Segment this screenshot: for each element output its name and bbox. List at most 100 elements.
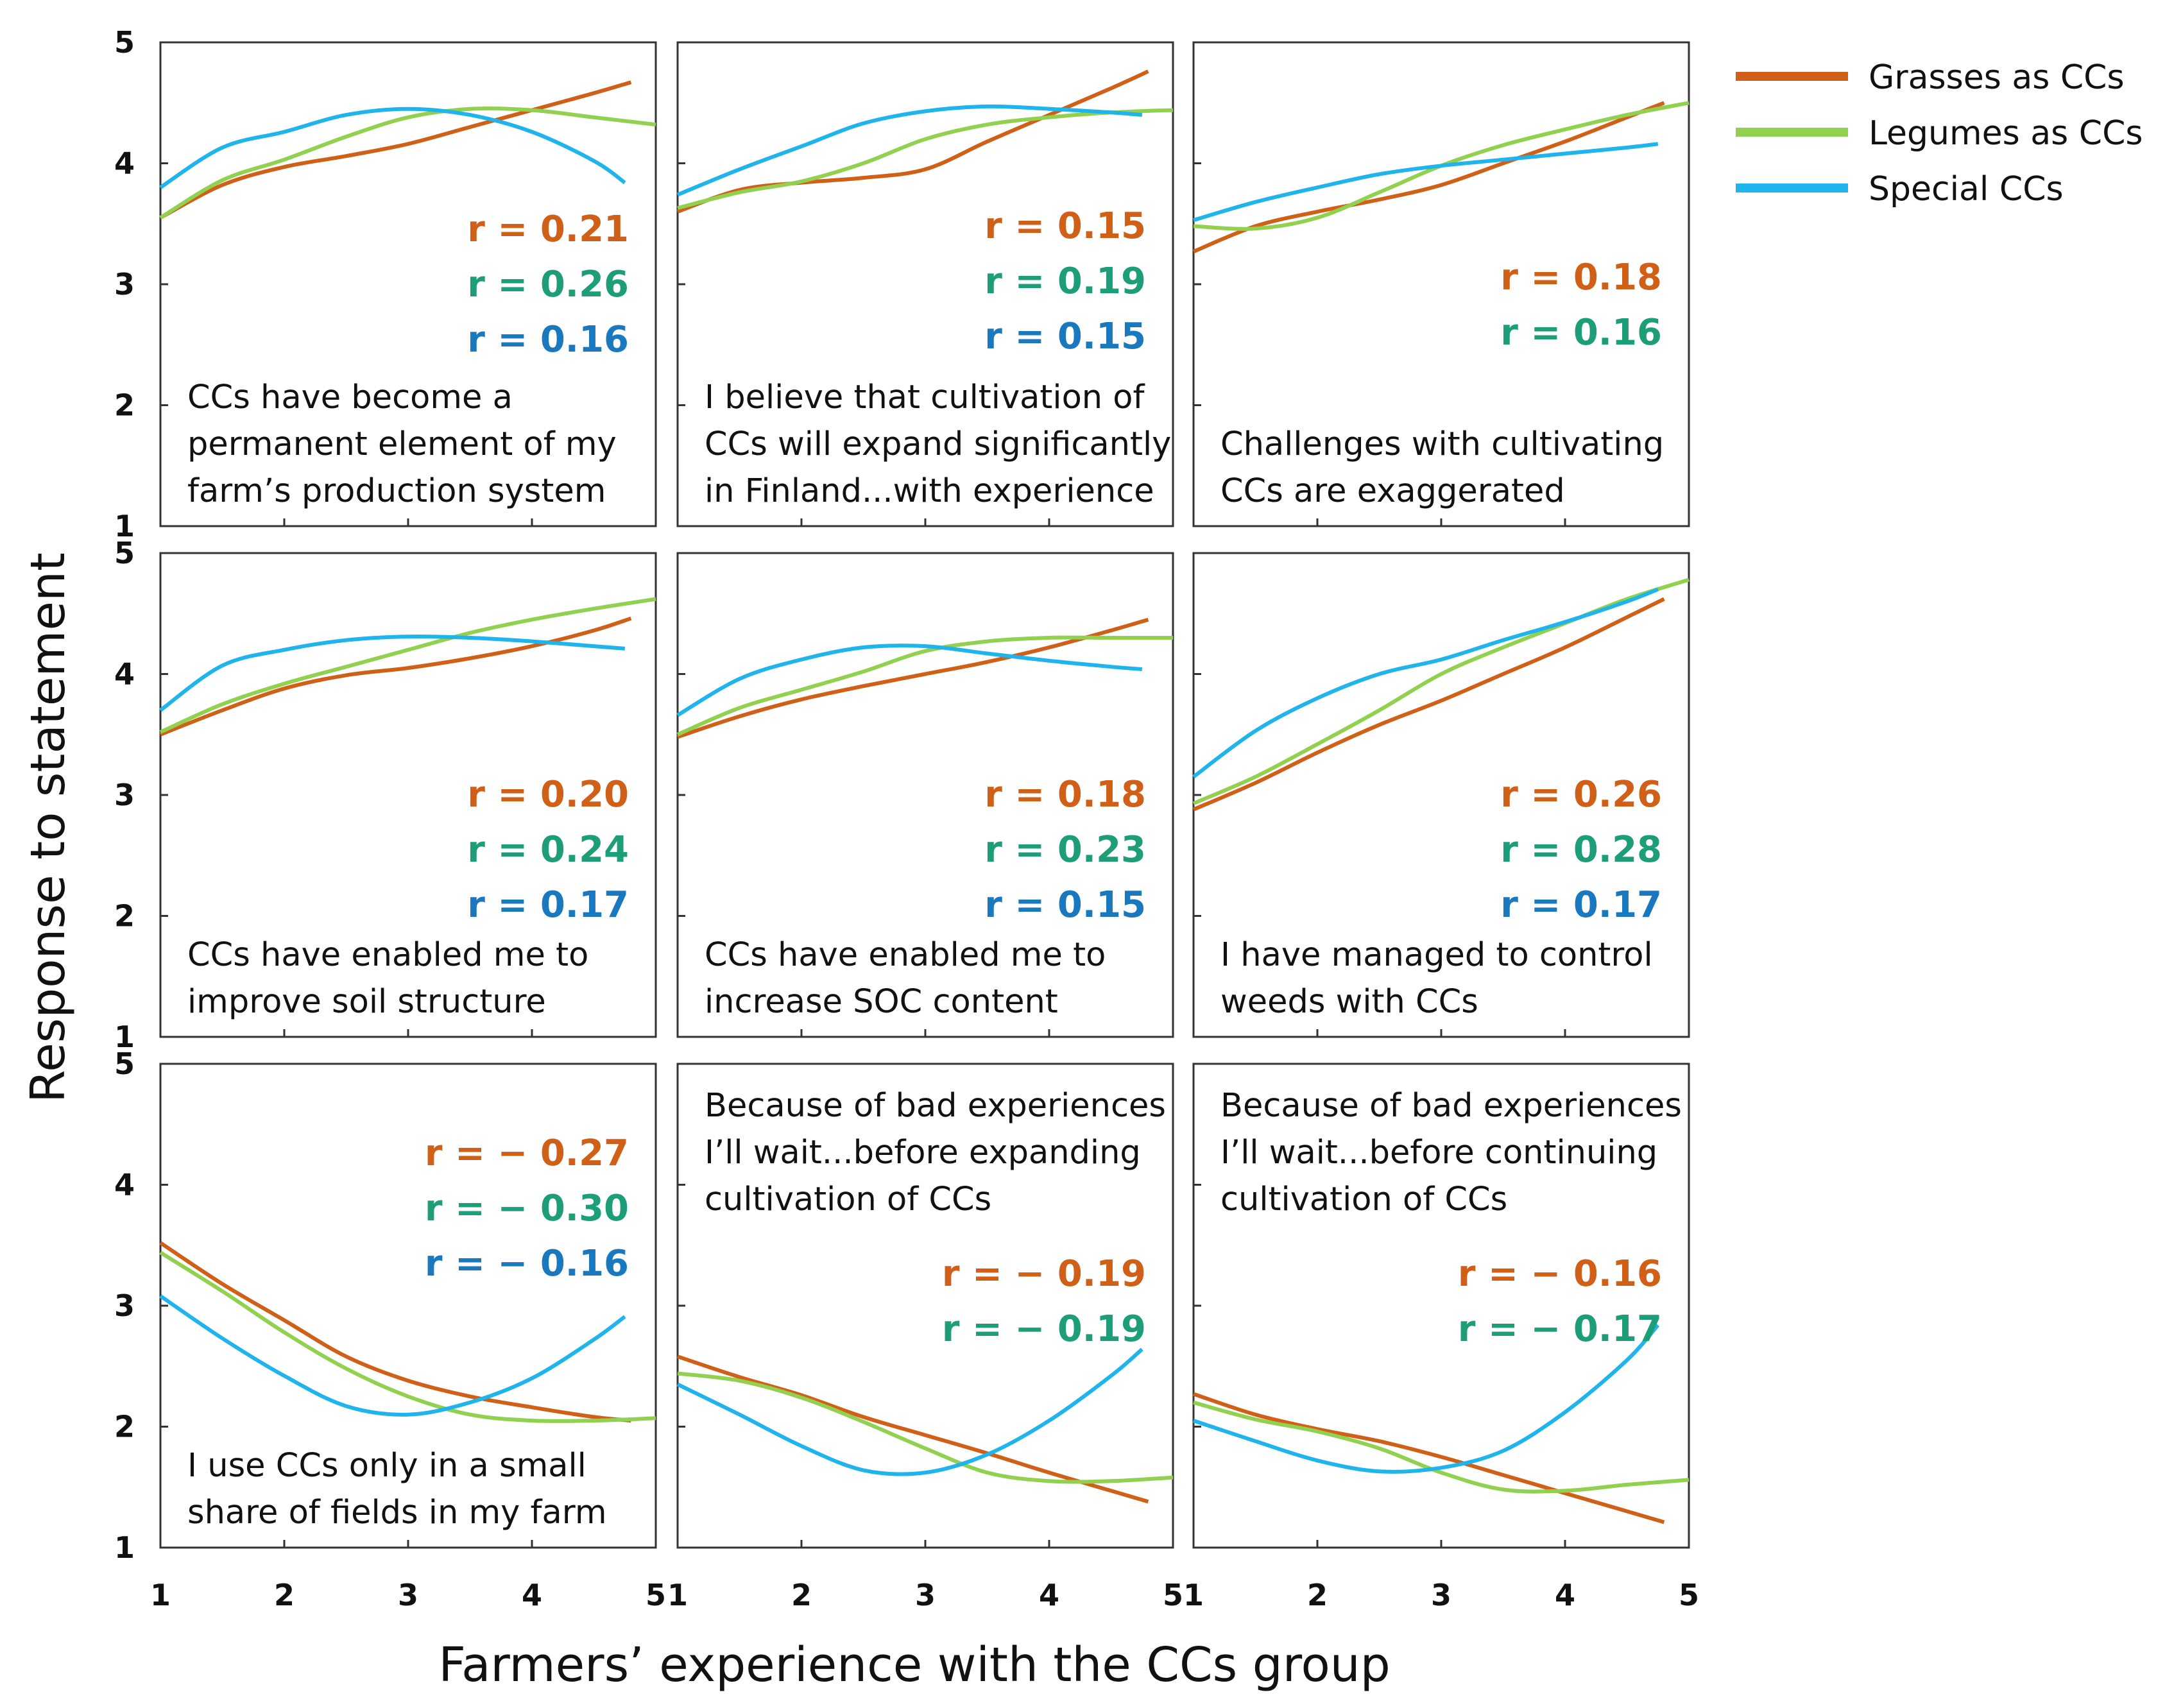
panel-statement-line: I believe that cultivation of <box>705 379 1145 416</box>
series-line-grasses <box>159 1241 631 1423</box>
r-label-legumes: r = − 0.19 <box>942 1308 1146 1350</box>
series-line-special <box>1193 1324 1660 1474</box>
panel-frame <box>1192 552 1690 1038</box>
panel-4: CCs have enabled me to improve soil struc… <box>159 552 657 1038</box>
panel-2: I believe that cultivation of CCs will ex… <box>676 41 1174 527</box>
series-line-grasses <box>159 80 632 219</box>
series-line-legumes <box>159 1251 656 1423</box>
x-tick-label: 3 <box>915 1578 936 1612</box>
panel-statement-line: CCs have enabled me to <box>705 936 1106 974</box>
series-line-grasses <box>159 616 632 737</box>
panel-9: Because of bad experiences I’ll wait...be… <box>1192 1063 1690 1549</box>
panel-statement-line: CCs will expand significantly <box>705 425 1171 463</box>
series-line-grasses <box>1192 101 1665 253</box>
x-tick-label: 4 <box>1039 1578 1059 1612</box>
r-label-grasses: r = 0.18 <box>984 774 1146 816</box>
y-tick-label: 2 <box>114 388 135 423</box>
r-label-legumes: r = 0.16 <box>1500 312 1662 354</box>
r-label-special: r = − 0.16 <box>425 1243 629 1285</box>
panel-statement-line: cultivation of CCs <box>705 1181 991 1218</box>
r-label-grasses: r = − 0.19 <box>942 1253 1146 1295</box>
series-line-special <box>159 107 626 189</box>
r-label-legumes: r = − 0.30 <box>425 1188 629 1229</box>
series-line-legumes <box>1193 1400 1690 1494</box>
y-tick-label: 4 <box>114 657 135 692</box>
panel-statement-line: increase SOC content <box>705 983 1058 1021</box>
panel-7: I use CCs only in a small share of fields… <box>159 1063 657 1549</box>
panel-frame <box>159 552 657 1038</box>
x-tick-label: 1 <box>150 1578 171 1612</box>
panel-statement-line: improve soil structure <box>187 983 546 1021</box>
panel-5: CCs have enabled me to increase SOC conte… <box>676 552 1174 1038</box>
r-label-legumes: r = 0.26 <box>467 264 629 305</box>
panel-1: CCs have become a permanent element of my… <box>159 41 657 527</box>
y-tick-label: 5 <box>114 25 135 60</box>
r-label-grasses: r = − 0.16 <box>1458 1253 1662 1295</box>
series-line-legumes <box>159 597 656 734</box>
series-line-special <box>1193 142 1659 222</box>
r-label-grasses: r = 0.15 <box>984 205 1146 247</box>
r-label-grasses: r = 0.18 <box>1500 257 1662 298</box>
panel-frame <box>676 1063 1174 1549</box>
y-tick-label: 3 <box>114 1288 135 1323</box>
panel-statement-line: Because of bad experiences <box>705 1087 1166 1125</box>
panel-statement-line: I’ll wait...before continuing <box>1220 1134 1657 1172</box>
r-label-special: r = 0.15 <box>984 316 1146 357</box>
series-line-legumes <box>677 108 1174 210</box>
series-line-special <box>676 1347 1143 1476</box>
legend-label-legumes: Legumes as CCs <box>1869 114 2143 153</box>
r-label-legumes: r = 0.24 <box>467 829 629 871</box>
r-label-legumes: r = 0.28 <box>1500 829 1662 871</box>
panel-statement-line: farm’s production system <box>187 472 606 510</box>
panel-frame <box>676 552 1174 1038</box>
series-line-special <box>1192 587 1659 779</box>
series-line-special <box>159 634 626 712</box>
series-line-grasses <box>1193 1392 1665 1524</box>
legend-label-grasses: Grasses as CCs <box>1869 58 2125 97</box>
panel-frame <box>676 41 1174 527</box>
y-tick-label: 5 <box>114 1046 135 1081</box>
panel-3: Challenges with cultivating CCs are exagg… <box>1192 41 1690 527</box>
series-line-grasses <box>676 69 1149 214</box>
panel-statement-line: share of fields in my farm <box>187 1494 607 1532</box>
series-line-special <box>676 644 1143 717</box>
y-tick-label: 1 <box>114 1020 135 1054</box>
legend: Grasses as CCs Legumes as CCs Special CC… <box>1736 58 2143 209</box>
series-line-legumes <box>677 1371 1174 1484</box>
r-label-legumes: r = − 0.17 <box>1458 1308 1662 1350</box>
series-line-special <box>676 104 1143 197</box>
r-label-grasses: r = − 0.27 <box>425 1132 629 1174</box>
y-tick-label: 1 <box>114 509 135 543</box>
panel-frame <box>159 41 657 527</box>
panel-statement-line: Because of bad experiences <box>1220 1087 1682 1125</box>
r-label-special: r = 0.16 <box>467 319 629 361</box>
y-tick-label: 5 <box>114 536 135 570</box>
panel-statement-line: I use CCs only in a small <box>187 1447 586 1485</box>
r-label-grasses: r = 0.26 <box>1500 774 1662 816</box>
x-tick-label: 3 <box>1431 1578 1451 1612</box>
r-label-legumes: r = 0.23 <box>984 829 1146 871</box>
panel-statement-line: I have managed to control <box>1220 936 1653 974</box>
panel-statement-line: in Finland...with experience <box>705 472 1154 510</box>
panel-statement-line: cultivation of CCs <box>1220 1181 1507 1218</box>
y-axis-title: Response to statement <box>21 552 76 1103</box>
series-line-legumes <box>159 106 656 219</box>
r-label-special: r = 0.17 <box>1500 884 1662 926</box>
x-tick-label: 4 <box>522 1578 542 1612</box>
y-tick-label: 3 <box>114 778 135 812</box>
x-tick-label: 2 <box>1307 1578 1328 1612</box>
y-tick-label: 1 <box>114 1530 135 1565</box>
panel-statement-line: CCs have become a <box>187 379 513 416</box>
x-tick-label: 3 <box>398 1578 418 1612</box>
y-tick-label: 4 <box>114 1168 135 1202</box>
panel-statement-line: CCs have enabled me to <box>187 936 588 974</box>
x-tick-label: 5 <box>1163 1578 1183 1612</box>
x-tick-label: 1 <box>667 1578 688 1612</box>
panel-statement-line: I’ll wait...before expanding <box>705 1134 1141 1172</box>
r-label-special: r = 0.17 <box>467 884 629 926</box>
x-tick-label: 1 <box>1183 1578 1204 1612</box>
panel-statement-line: CCs are exaggerated <box>1220 472 1565 510</box>
panel-6: I have managed to control weeds with CCs r… <box>1192 552 1690 1038</box>
